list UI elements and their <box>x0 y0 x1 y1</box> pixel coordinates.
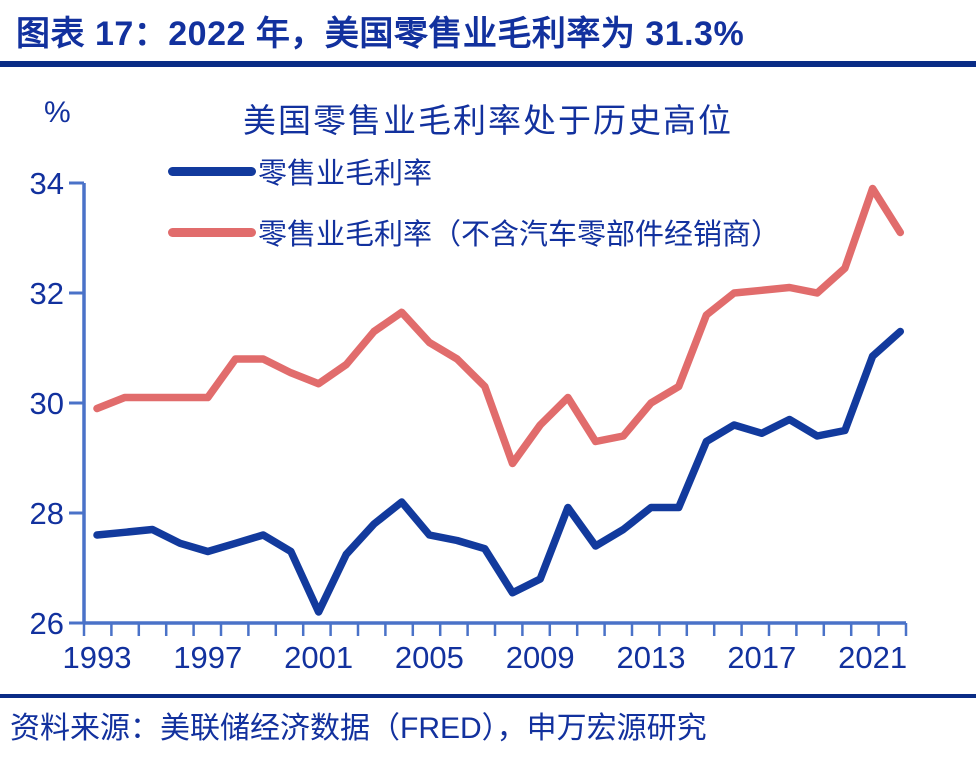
legend-swatch <box>168 227 256 237</box>
legend-item: 零售业毛利率 <box>168 150 780 192</box>
x-tick-label: 2017 <box>727 640 796 675</box>
series-line <box>93 184 905 468</box>
legend-swatch <box>168 166 256 176</box>
x-tick-label: 2001 <box>284 640 353 675</box>
chart-title: 美国零售业毛利率处于历史高位 <box>243 102 733 139</box>
y-tick-label: 32 <box>30 276 64 311</box>
x-tick-label: 2005 <box>395 640 464 675</box>
y-axis-unit-label: % <box>44 96 71 129</box>
source-note: 资料来源：美联储经济数据（FRED），申万宏源研究 <box>10 712 707 745</box>
y-tick-label: 28 <box>30 496 64 531</box>
x-tick-label: 1997 <box>173 640 242 675</box>
x-tick-label: 1993 <box>63 640 132 675</box>
title-underline <box>0 61 976 67</box>
legend-item: 零售业毛利率（不含汽车零部件经销商） <box>168 211 780 253</box>
x-tick-label: 2021 <box>838 640 907 675</box>
figure-title: 图表 17：2022 年，美国零售业毛利率为 31.3% <box>16 15 745 53</box>
legend-label: 零售业毛利率 <box>258 158 433 190</box>
x-tick-label: 2009 <box>506 640 575 675</box>
x-tick-label: 2013 <box>617 640 686 675</box>
footer-divider <box>0 694 976 698</box>
y-tick-label: 26 <box>30 606 64 641</box>
legend-label: 零售业毛利率（不含汽车零部件经销商） <box>258 219 781 251</box>
chart-legend: 零售业毛利率零售业毛利率（不含汽车零部件经销商） <box>168 150 780 272</box>
y-tick-label: 30 <box>30 386 64 421</box>
y-tick-label: 34 <box>30 166 64 201</box>
series-line <box>93 327 905 616</box>
